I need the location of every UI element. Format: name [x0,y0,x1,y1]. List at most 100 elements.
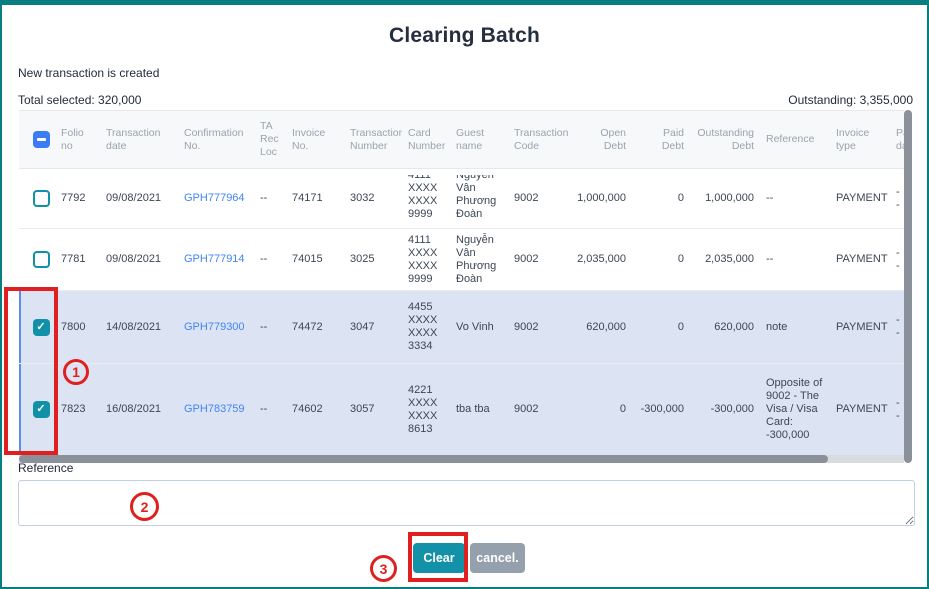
cell-code: 9002 [508,290,570,364]
cell-card: 4111 XXXX XXXX 9999 [402,168,450,229]
column-header-date: Transaction date [100,110,178,169]
column-header-ta_rec_loc: TA Rec Loc [254,110,286,169]
cell-ta_rec_loc: -- [254,290,286,364]
cell-open_debt: 2,035,000 [570,228,632,291]
row-checkbox-cell [19,168,55,229]
column-header-pay: Pa da [890,110,904,169]
cell-reference: Opposite of 9002 - The Visa / Visa Card:… [760,363,830,456]
cell-date: 09/08/2021 [100,168,178,229]
cell-date: 16/08/2021 [100,363,178,456]
cell-pay: -- [890,363,904,456]
cell-reference: note [760,290,830,364]
column-header-card: Card Number [402,110,450,169]
cell-confirmation[interactable]: GPH777964 [178,168,254,229]
cell-card: 4455 XXXX XXXX 3334 [402,290,450,364]
cell-pay: -- [890,228,904,291]
cell-paid_debt: 0 [632,168,690,229]
reference-input[interactable] [18,480,915,526]
column-header-guest: Guest name [450,110,508,169]
cell-invoice_no: 74602 [286,363,344,456]
row-checkbox-cell [19,290,55,364]
cell-txn_number: 3032 [344,168,402,229]
column-header-invoice_type: Invoice type [830,110,890,169]
cell-confirmation[interactable]: GPH783759 [178,363,254,456]
cell-paid_debt: 0 [632,228,690,291]
vertical-scrollbar[interactable] [904,110,912,463]
cell-card: 4111 XXXX XXXX 9999 [402,228,450,291]
column-header-folio: Folio no [55,110,100,169]
horizontal-scrollbar-thumb[interactable] [19,455,828,463]
cell-folio: 7792 [55,168,100,229]
column-header-paid_debt: Paid Debt [632,110,690,169]
cell-code: 9002 [508,363,570,456]
column-header-confirmation: Confirmation No. [178,110,254,169]
row-checkbox[interactable] [32,190,50,207]
column-header-open_debt: Open Debt [570,110,632,169]
cell-confirmation[interactable]: GPH779300 [178,290,254,364]
cell-open_debt: 0 [570,363,632,456]
row-checkbox[interactable] [32,318,50,336]
cell-txn_number: 3057 [344,363,402,456]
clear-button[interactable]: Clear [413,543,465,573]
outstanding-label: Outstanding: 3,355,000 [788,93,913,107]
total-selected-label: Total selected: 320,000 [18,93,142,107]
column-header-reference: Reference [760,110,830,169]
cell-date: 09/08/2021 [100,228,178,291]
cell-ta_rec_loc: -- [254,363,286,456]
cell-card: 4221 XXXX XXXX 8613 [402,363,450,456]
cell-txn_number: 3025 [344,228,402,291]
table-header-row: Folio no Transaction date Confirmation No.… [19,110,904,169]
totals-bar: Total selected: 320,000 Outstanding: 3,3… [18,93,913,107]
cell-reference: -- [760,168,830,229]
cell-code: 9002 [508,228,570,291]
column-header-outstanding: Outstanding Debt [690,110,760,169]
cell-outstanding: -300,000 [690,363,760,456]
transactions-table: Folio no Transaction date Confirmation No.… [19,110,904,456]
reference-label: Reference [18,461,74,475]
column-header-code: Transaction Code [508,110,570,169]
cell-txn_number: 3047 [344,290,402,364]
cell-invoice_type: PAYMENT [830,168,890,229]
cell-open_debt: 1,000,000 [570,168,632,229]
cell-guest: Nguyễn Vân Phương Đoàn [450,168,508,229]
row-checkbox[interactable] [32,251,50,268]
table-row: 7781 09/08/2021 GPH777914 -- 74015 3025 4111 X… [19,228,904,291]
cell-guest: Vo Vinh [450,290,508,364]
select-all-checkbox[interactable] [32,131,50,148]
cell-outstanding: 1,000,000 [690,168,760,229]
cell-paid_debt: 0 [632,290,690,364]
cell-invoice_no: 74015 [286,228,344,291]
row-checkbox[interactable] [32,401,50,418]
cell-outstanding: 2,035,000 [690,228,760,291]
table-row: 7792 09/08/2021 GPH777964 -- 74171 3032 4111 X… [19,168,904,229]
cell-reference: -- [760,228,830,291]
cell-paid_debt: -300,000 [632,363,690,456]
horizontal-scrollbar-track[interactable] [19,455,904,463]
cell-invoice_type: PAYMENT [830,228,890,291]
cell-folio: 7800 [55,290,100,364]
dialog-title: Clearing Batch [389,24,540,47]
cell-invoice_no: 74472 [286,290,344,364]
select-all-cell [19,110,55,169]
cancel-button[interactable]: cancel. [470,543,525,573]
cell-invoice_type: PAYMENT [830,290,890,364]
status-message: New transaction is created [18,66,160,80]
cell-guest: tba tba [450,363,508,456]
cell-date: 14/08/2021 [100,290,178,364]
cell-pay: -- [890,168,904,229]
cell-pay: -- [890,290,904,364]
annotation-step-3: 3 [370,555,397,582]
cell-open_debt: 620,000 [570,290,632,364]
row-checkbox-cell [19,228,55,291]
cell-outstanding: 620,000 [690,290,760,364]
cell-ta_rec_loc: -- [254,168,286,229]
cell-confirmation[interactable]: GPH777914 [178,228,254,291]
column-header-txn_number: Transaction Number [344,110,402,169]
cell-folio: 7823 [55,363,100,456]
cell-folio: 7781 [55,228,100,291]
cell-invoice_type: PAYMENT [830,363,890,456]
cell-invoice_no: 74171 [286,168,344,229]
